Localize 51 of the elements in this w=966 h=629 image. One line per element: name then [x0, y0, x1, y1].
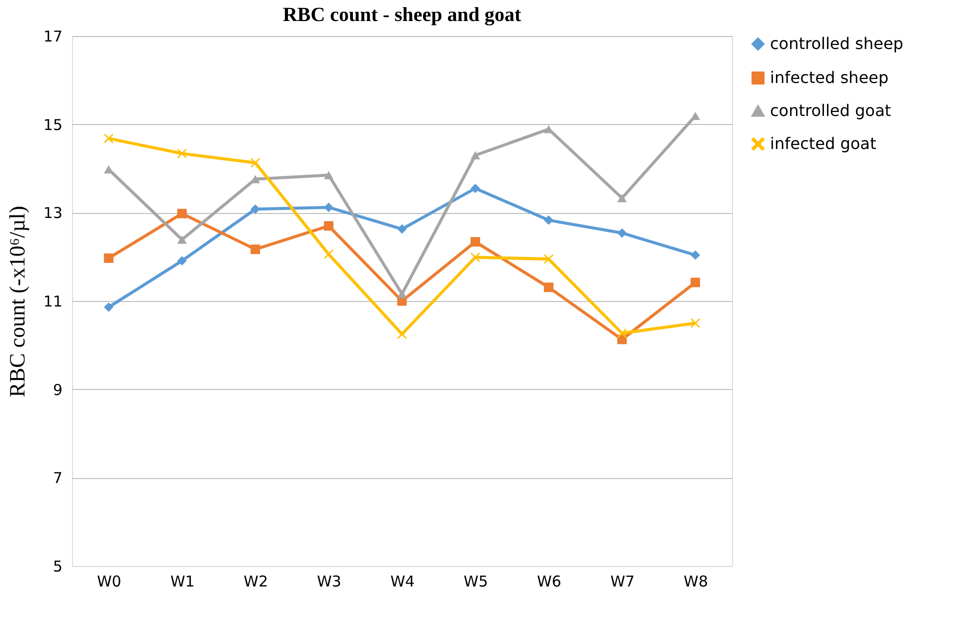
y-tick-label: 7 [52, 469, 62, 488]
y-axis-title: RBC count (-x10⁶/µl) [4, 206, 30, 398]
x-tick-label: W2 [244, 572, 268, 590]
y-tick-label: 5 [52, 558, 62, 576]
point [470, 237, 480, 247]
point [177, 256, 187, 266]
legend-label: controlled sheep [770, 34, 904, 53]
x-tick-label: W0 [96, 572, 122, 590]
x-tick-label: W5 [464, 572, 488, 590]
point [690, 112, 700, 120]
y-tick-label: 11 [43, 292, 62, 310]
point [544, 215, 554, 225]
chart-title: RBC count - sheep and goat [282, 4, 522, 26]
point [617, 194, 627, 202]
point [177, 208, 187, 218]
point [470, 252, 480, 262]
point [470, 184, 480, 194]
point [690, 318, 700, 328]
point [250, 158, 260, 168]
x-tick-label: W6 [536, 572, 562, 590]
y-tick-label: 15 [43, 116, 62, 134]
point [617, 328, 627, 338]
point [397, 290, 407, 298]
point [104, 302, 114, 312]
point [690, 250, 700, 260]
point [177, 236, 187, 244]
x-tick-label: W3 [316, 572, 342, 590]
x-tick-label: W1 [170, 572, 195, 590]
point [397, 224, 407, 234]
point [250, 204, 260, 214]
legend-label: controlled goat [770, 101, 892, 120]
point [324, 171, 334, 180]
point [324, 202, 334, 212]
point [617, 228, 627, 238]
x-tick-label: W7 [610, 572, 635, 590]
x-tick-label: W8 [684, 572, 708, 590]
legend-label: infected sheep [770, 68, 889, 87]
y-tick-label: 17 [43, 28, 62, 46]
point [104, 134, 114, 144]
point [324, 221, 334, 231]
x-tick-label: W4 [390, 572, 415, 590]
point [250, 244, 260, 254]
point [470, 151, 480, 160]
legend-label: infected goat [770, 134, 876, 153]
point [544, 254, 554, 264]
point [544, 282, 554, 292]
y-tick-label: 9 [52, 380, 62, 399]
y-tick-label: 13 [43, 204, 62, 222]
point [104, 253, 114, 263]
point [690, 278, 700, 288]
point [324, 249, 334, 259]
